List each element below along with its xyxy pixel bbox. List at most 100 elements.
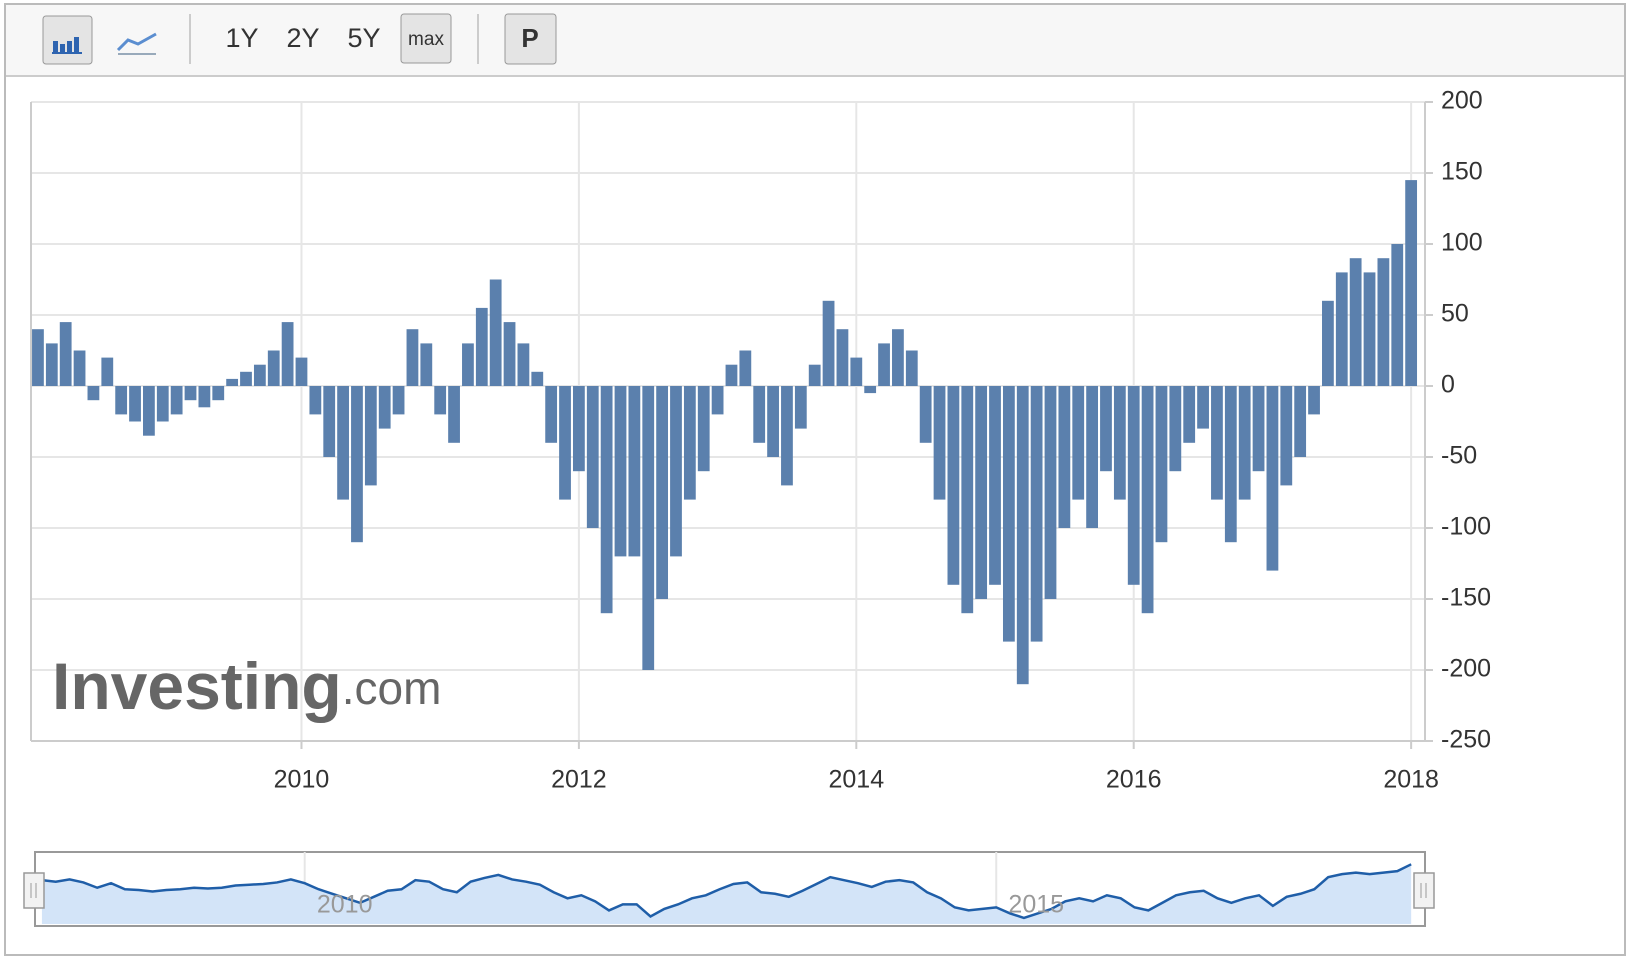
y-tick-label: -200 <box>1441 655 1491 683</box>
bar <box>947 386 960 585</box>
max-button-box[interactable] <box>400 13 452 64</box>
bar <box>1363 272 1376 386</box>
y-tick-label: -100 <box>1441 513 1491 541</box>
bar <box>1308 386 1320 415</box>
y-tick-label: 100 <box>1441 229 1483 257</box>
bar <box>642 386 655 670</box>
bar <box>253 364 266 386</box>
p-button[interactable]: P <box>521 23 538 53</box>
navigator-line <box>41 863 1412 920</box>
bar <box>1294 386 1307 457</box>
y-tick-label: 50 <box>1441 300 1469 328</box>
bar <box>961 386 974 614</box>
bar <box>656 386 669 599</box>
bar <box>226 378 239 386</box>
bar <box>808 364 821 386</box>
navigator-handle[interactable] <box>1413 872 1435 909</box>
bar <box>115 386 128 415</box>
x-tick-label: 2014 <box>828 766 884 794</box>
range-button[interactable]: max <box>408 29 444 50</box>
range-button[interactable]: 2Y <box>286 23 319 53</box>
bar <box>781 386 793 486</box>
bar <box>600 386 613 614</box>
bar <box>850 357 863 386</box>
bar <box>864 386 877 394</box>
bar <box>517 343 530 386</box>
bar <box>1169 386 1182 472</box>
bar <box>406 329 419 386</box>
bar <box>295 357 308 386</box>
bar <box>1002 386 1015 642</box>
bar <box>1141 386 1154 614</box>
bar <box>101 357 114 386</box>
bar <box>836 329 849 386</box>
bar <box>1016 386 1029 685</box>
bar <box>170 386 183 415</box>
bar <box>711 386 724 415</box>
watermark: Investing.com <box>52 649 441 723</box>
line-chart-button[interactable] <box>116 32 157 52</box>
bar <box>1280 386 1293 486</box>
bar <box>1349 258 1362 386</box>
bar <box>794 386 807 429</box>
bar <box>739 350 752 386</box>
bar <box>1155 386 1168 543</box>
bar <box>1113 386 1126 500</box>
bar <box>212 386 225 401</box>
bar <box>531 371 544 386</box>
watermark-suffix: .com <box>342 662 442 714</box>
bar <box>1252 386 1265 472</box>
range-button[interactable]: 5Y <box>347 23 380 53</box>
bar <box>1238 386 1251 500</box>
bar <box>240 371 252 386</box>
bar <box>545 386 558 443</box>
navigator-handle[interactable] <box>23 872 45 909</box>
navigator-label: 2010 <box>317 891 373 919</box>
bar-icon <box>52 37 82 54</box>
bar <box>462 343 474 386</box>
bar <box>420 343 433 386</box>
range-button[interactable]: 1Y <box>225 23 258 53</box>
frame <box>4 3 1626 956</box>
bar <box>697 386 710 472</box>
bar <box>1044 386 1057 599</box>
bar <box>32 329 44 386</box>
navigator-label: 2015 <box>1008 891 1064 919</box>
bar <box>1127 386 1140 585</box>
y-tick-label: 150 <box>1441 158 1483 186</box>
bar <box>87 386 100 401</box>
bar <box>351 386 363 543</box>
bar <box>434 386 447 415</box>
bar <box>1335 272 1348 386</box>
bar <box>309 386 322 415</box>
bar <box>1197 386 1209 429</box>
bar <box>878 343 890 386</box>
bar-chart-button[interactable] <box>42 15 93 65</box>
bar <box>1391 244 1404 386</box>
bar <box>73 350 86 386</box>
x-tick-label: 2016 <box>1106 766 1162 794</box>
bar <box>1377 258 1390 386</box>
bar <box>1266 386 1279 571</box>
bar <box>475 307 488 386</box>
bar <box>559 386 571 500</box>
y-tick-label: -150 <box>1441 584 1491 612</box>
handle-box <box>23 872 45 909</box>
bar <box>614 386 627 557</box>
bar <box>572 386 585 472</box>
bar <box>198 386 211 408</box>
bar <box>1183 386 1196 443</box>
bar <box>1224 386 1237 543</box>
handle-box <box>1413 872 1435 909</box>
watermark-brand: Investing <box>52 649 342 723</box>
bar <box>1072 386 1085 500</box>
bar <box>184 386 197 401</box>
bar <box>392 386 405 415</box>
bar <box>683 386 696 500</box>
bar <box>1211 386 1223 500</box>
bar <box>129 386 141 422</box>
p-button-box[interactable] <box>504 13 557 65</box>
x-tick-label: 2012 <box>551 766 607 794</box>
bar <box>975 386 988 599</box>
